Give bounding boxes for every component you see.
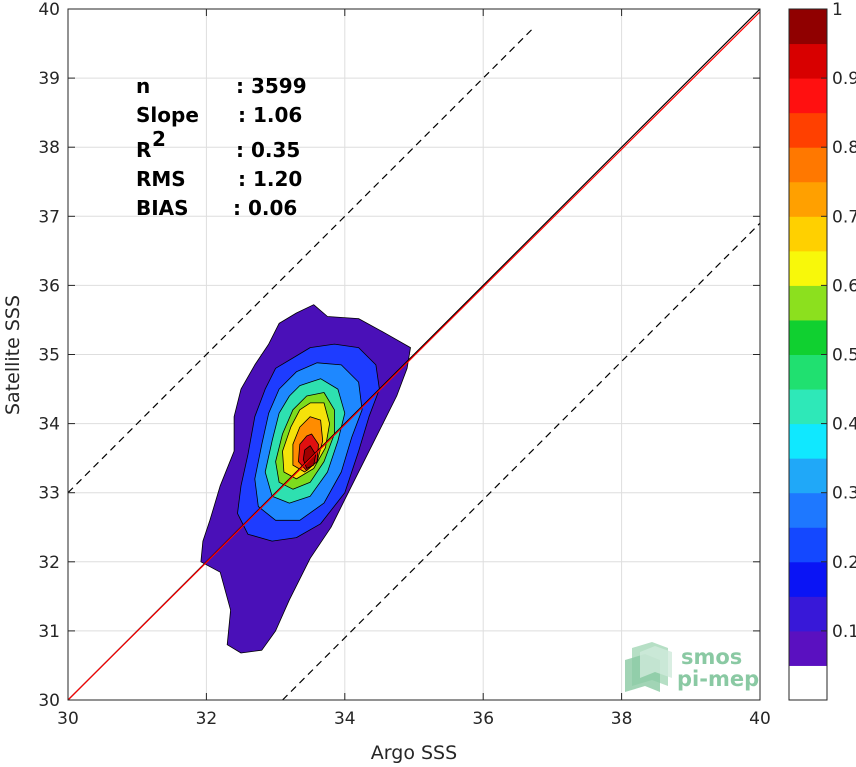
colorbar-band-1 (789, 630, 827, 666)
x-axis-label: Argo SSS (371, 742, 457, 764)
stat-label-bias: BIAS (136, 196, 189, 220)
colorbar-band-11 (789, 285, 827, 321)
stats-box: n : 3599 Slope : 1.06 R 2 : 0.35 RMS : 1.20 BIAS:… (136, 74, 307, 220)
colorbar-band-2 (789, 596, 827, 632)
stat-label-n: n (136, 74, 150, 98)
colorbar-band-14 (789, 181, 827, 217)
colorbar-tick-label: 0.3 (832, 484, 856, 504)
colorbar-tick-label: 0.5 (832, 346, 856, 366)
colorbar-band-17 (789, 78, 827, 114)
x-tick-label: 32 (196, 709, 218, 729)
colorbar-band-8 (789, 389, 827, 425)
stat-label-sup: 2 (152, 127, 166, 151)
colorbar-band-16 (789, 112, 827, 148)
density-contours (200, 304, 411, 654)
y-tick-label: 40 (38, 0, 60, 20)
x-axis-ticks: 30 32 34 36 38 40 (57, 9, 771, 729)
colorbar-band-5 (789, 492, 827, 528)
y-tick-label: 36 (38, 276, 60, 296)
reference-lines (68, 9, 760, 700)
colorbar-tick-label: 0.1 (832, 622, 856, 642)
stat-label-slope: Slope (136, 103, 199, 127)
stat-value-slope: : 1.06 (238, 103, 302, 127)
logo-text-smos: smos (681, 645, 742, 669)
colorbar: 0.1 0.2 0.3 0.4 0.5 0.6 0.7 0.8 0.9 1 (788, 0, 856, 701)
colorbar-tick-label: 0.8 (832, 138, 856, 158)
colorbar-tick-label: 0.9 (832, 69, 856, 89)
colorbar-band-7 (789, 423, 827, 459)
colorbar-band-3 (789, 561, 827, 597)
colorbar-band-10 (789, 319, 827, 355)
y-tick-label: 38 (38, 138, 60, 158)
colorbar-band-18 (789, 43, 827, 79)
colorbar-tick-label: 1 (832, 0, 843, 20)
lower-bound-line (282, 222, 760, 700)
logo-wave-icon (625, 642, 672, 692)
colorbar-band-15 (789, 147, 827, 183)
colorbar-tick-label: 0.7 (832, 207, 856, 227)
y-tick-label: 31 (38, 622, 60, 642)
stat-value-n: : 3599 (236, 74, 307, 98)
logo-text-pi-mep: pi-mep (677, 667, 759, 691)
y-tick-label: 32 (38, 553, 60, 573)
colorbar-band-9 (789, 354, 827, 390)
colorbar-band-12 (789, 250, 827, 286)
regression-line (68, 11, 760, 700)
smos-pi-mep-logo: smos pi-mep (625, 642, 759, 692)
x-tick-label: 36 (472, 709, 494, 729)
stat-label-rms: RMS (136, 167, 186, 191)
x-tick-label: 40 (749, 709, 771, 729)
x-tick-label: 30 (57, 709, 79, 729)
y-axis-label: Satellite SSS (2, 295, 24, 415)
x-tick-label: 38 (611, 709, 633, 729)
y-axis-ticks: 30 31 32 33 34 35 36 37 38 39 40 (38, 0, 760, 711)
colorbar-tick-label: 0.6 (832, 276, 856, 296)
colorbar-band-6 (789, 458, 827, 494)
y-tick-label: 34 (38, 415, 60, 435)
y-tick-label: 33 (38, 484, 60, 504)
y-tick-label: 30 (38, 691, 60, 711)
stat-value-rms: : 1.20 (238, 167, 302, 191)
stat-label-r: R (136, 138, 151, 162)
y-tick-label: 39 (38, 69, 60, 89)
colorbar-band-13 (789, 216, 827, 252)
colorbar-band-0 (789, 665, 827, 701)
stat-value-r: : 0.35 (236, 138, 300, 162)
colorbar-tick-label: 0.2 (832, 553, 856, 573)
colorbar-tick-label: 0.4 (832, 415, 856, 435)
colorbar-band-4 (789, 527, 827, 563)
y-tick-label: 37 (38, 207, 60, 227)
colorbar-band-19 (789, 9, 827, 45)
x-tick-label: 34 (334, 709, 356, 729)
y-tick-label: 35 (38, 346, 60, 366)
stat-value-bias: : 0.06 (233, 196, 297, 220)
upper-bound-line (68, 29, 533, 494)
